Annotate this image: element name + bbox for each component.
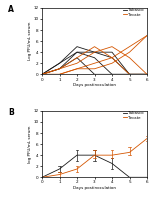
Text: B: B — [8, 108, 14, 117]
Legend: Tabasco, Tecate: Tabasco, Tecate — [121, 7, 145, 18]
X-axis label: Days postinoculation: Days postinoculation — [73, 186, 116, 190]
Y-axis label: log PFU/mL serum: log PFU/mL serum — [28, 125, 32, 163]
Legend: Tabasco, Tecate: Tabasco, Tecate — [121, 110, 145, 121]
Text: A: A — [8, 5, 14, 14]
X-axis label: Days postinoculation: Days postinoculation — [73, 83, 116, 87]
Y-axis label: Log PFU/mL serum: Log PFU/mL serum — [28, 22, 32, 60]
